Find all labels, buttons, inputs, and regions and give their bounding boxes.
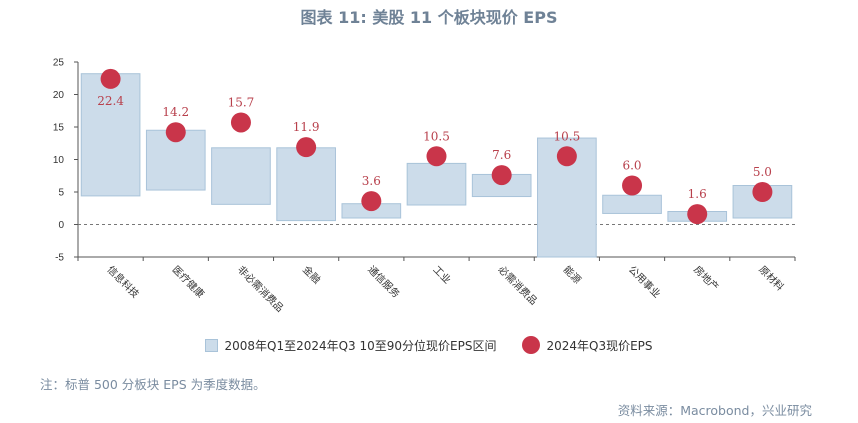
- value-label: 10.5: [423, 129, 450, 143]
- category-label: 工业: [430, 264, 453, 287]
- range-bar: [80, 73, 141, 197]
- category-label: 非必需消费品: [235, 263, 287, 315]
- footnote: 注：标普 500 分板块 EPS 为季度数据。: [40, 377, 266, 392]
- chart-svg: -5 0 5 10 15 20 25 22.4 14.2 15.7 11.9 3.6 10.5 7.6 1…: [53, 58, 796, 315]
- category-label: 医疗健康: [170, 263, 207, 300]
- source-note: 资料来源：Macrobond，兴业研究: [617, 403, 812, 418]
- current-eps-dots: [100, 68, 773, 225]
- range-bar: [211, 147, 271, 205]
- current-eps-dot: [165, 122, 186, 143]
- value-labels: 22.4 14.2 15.7 11.9 3.6 10.5 7.6 10.5 6.0 1.6 5.0: [97, 94, 772, 201]
- range-bar: [276, 147, 336, 222]
- value-label: 3.6: [362, 174, 381, 188]
- y-tick-label: 25: [53, 58, 65, 69]
- category-label: 房地产: [691, 263, 721, 293]
- range-bar: [406, 162, 467, 206]
- current-eps-dot: [556, 146, 577, 167]
- value-label: 11.9: [293, 120, 320, 134]
- current-eps-dot: [687, 204, 708, 225]
- legend-range-label: 2008年Q1至2024年Q3 10至90分位现价EPS区间: [224, 338, 497, 353]
- y-tick-label: 20: [53, 90, 65, 101]
- legend-range-swatch: [205, 338, 219, 352]
- current-eps-dot: [100, 68, 121, 89]
- value-label: 5.0: [753, 165, 772, 179]
- category-label: 信息科技: [104, 263, 141, 300]
- legend: 2008年Q1至2024年Q3 10至90分位现价EPS区间 2024年Q3现价…: [0, 336, 858, 354]
- range-bar: [602, 194, 662, 214]
- value-label: 6.0: [622, 159, 641, 173]
- current-eps-dot: [230, 112, 251, 133]
- category-label: 能源: [561, 263, 584, 286]
- current-eps-dot: [296, 137, 317, 158]
- value-label: 1.6: [688, 187, 707, 201]
- y-tick-label: -5: [55, 253, 64, 264]
- value-label: 7.6: [492, 148, 511, 162]
- category-label: 原材料: [756, 263, 786, 293]
- current-eps-dot: [752, 182, 773, 202]
- current-eps-dot: [361, 191, 382, 212]
- value-label: 22.4: [97, 94, 124, 108]
- current-eps-dot: [491, 165, 512, 186]
- value-label: 15.7: [228, 95, 255, 109]
- axes: -5 0 5 10 15 20 25: [53, 58, 796, 264]
- current-eps-dot: [622, 175, 643, 196]
- category-labels: 信息科技 医疗健康 非必需消费品 金融 通信服务 工业 必需消费品 能源 公用事业 房地产 原材料: [104, 263, 786, 315]
- y-tick-label: 15: [53, 123, 65, 134]
- y-tick-label: 0: [58, 220, 64, 231]
- legend-item-current: 2024年Q3现价EPS: [522, 336, 653, 354]
- value-label: 10.5: [554, 129, 581, 143]
- chart-title: 图表 11: 美股 11 个板块现价 EPS: [300, 8, 558, 27]
- value-label: 14.2: [162, 105, 189, 119]
- category-label: 必需消费品: [496, 263, 541, 308]
- y-tick-label: 5: [58, 188, 64, 199]
- y-tick-label: 10: [53, 155, 65, 166]
- current-eps-dot: [426, 146, 447, 167]
- category-label: 金融: [300, 263, 323, 286]
- category-label: 通信服务: [365, 263, 402, 300]
- legend-item-range: 2008年Q1至2024年Q3 10至90分位现价EPS区间: [205, 337, 496, 354]
- legend-dot-swatch: [522, 336, 541, 354]
- legend-current-label: 2024年Q3现价EPS: [546, 338, 653, 353]
- category-label: 公用事业: [626, 263, 663, 300]
